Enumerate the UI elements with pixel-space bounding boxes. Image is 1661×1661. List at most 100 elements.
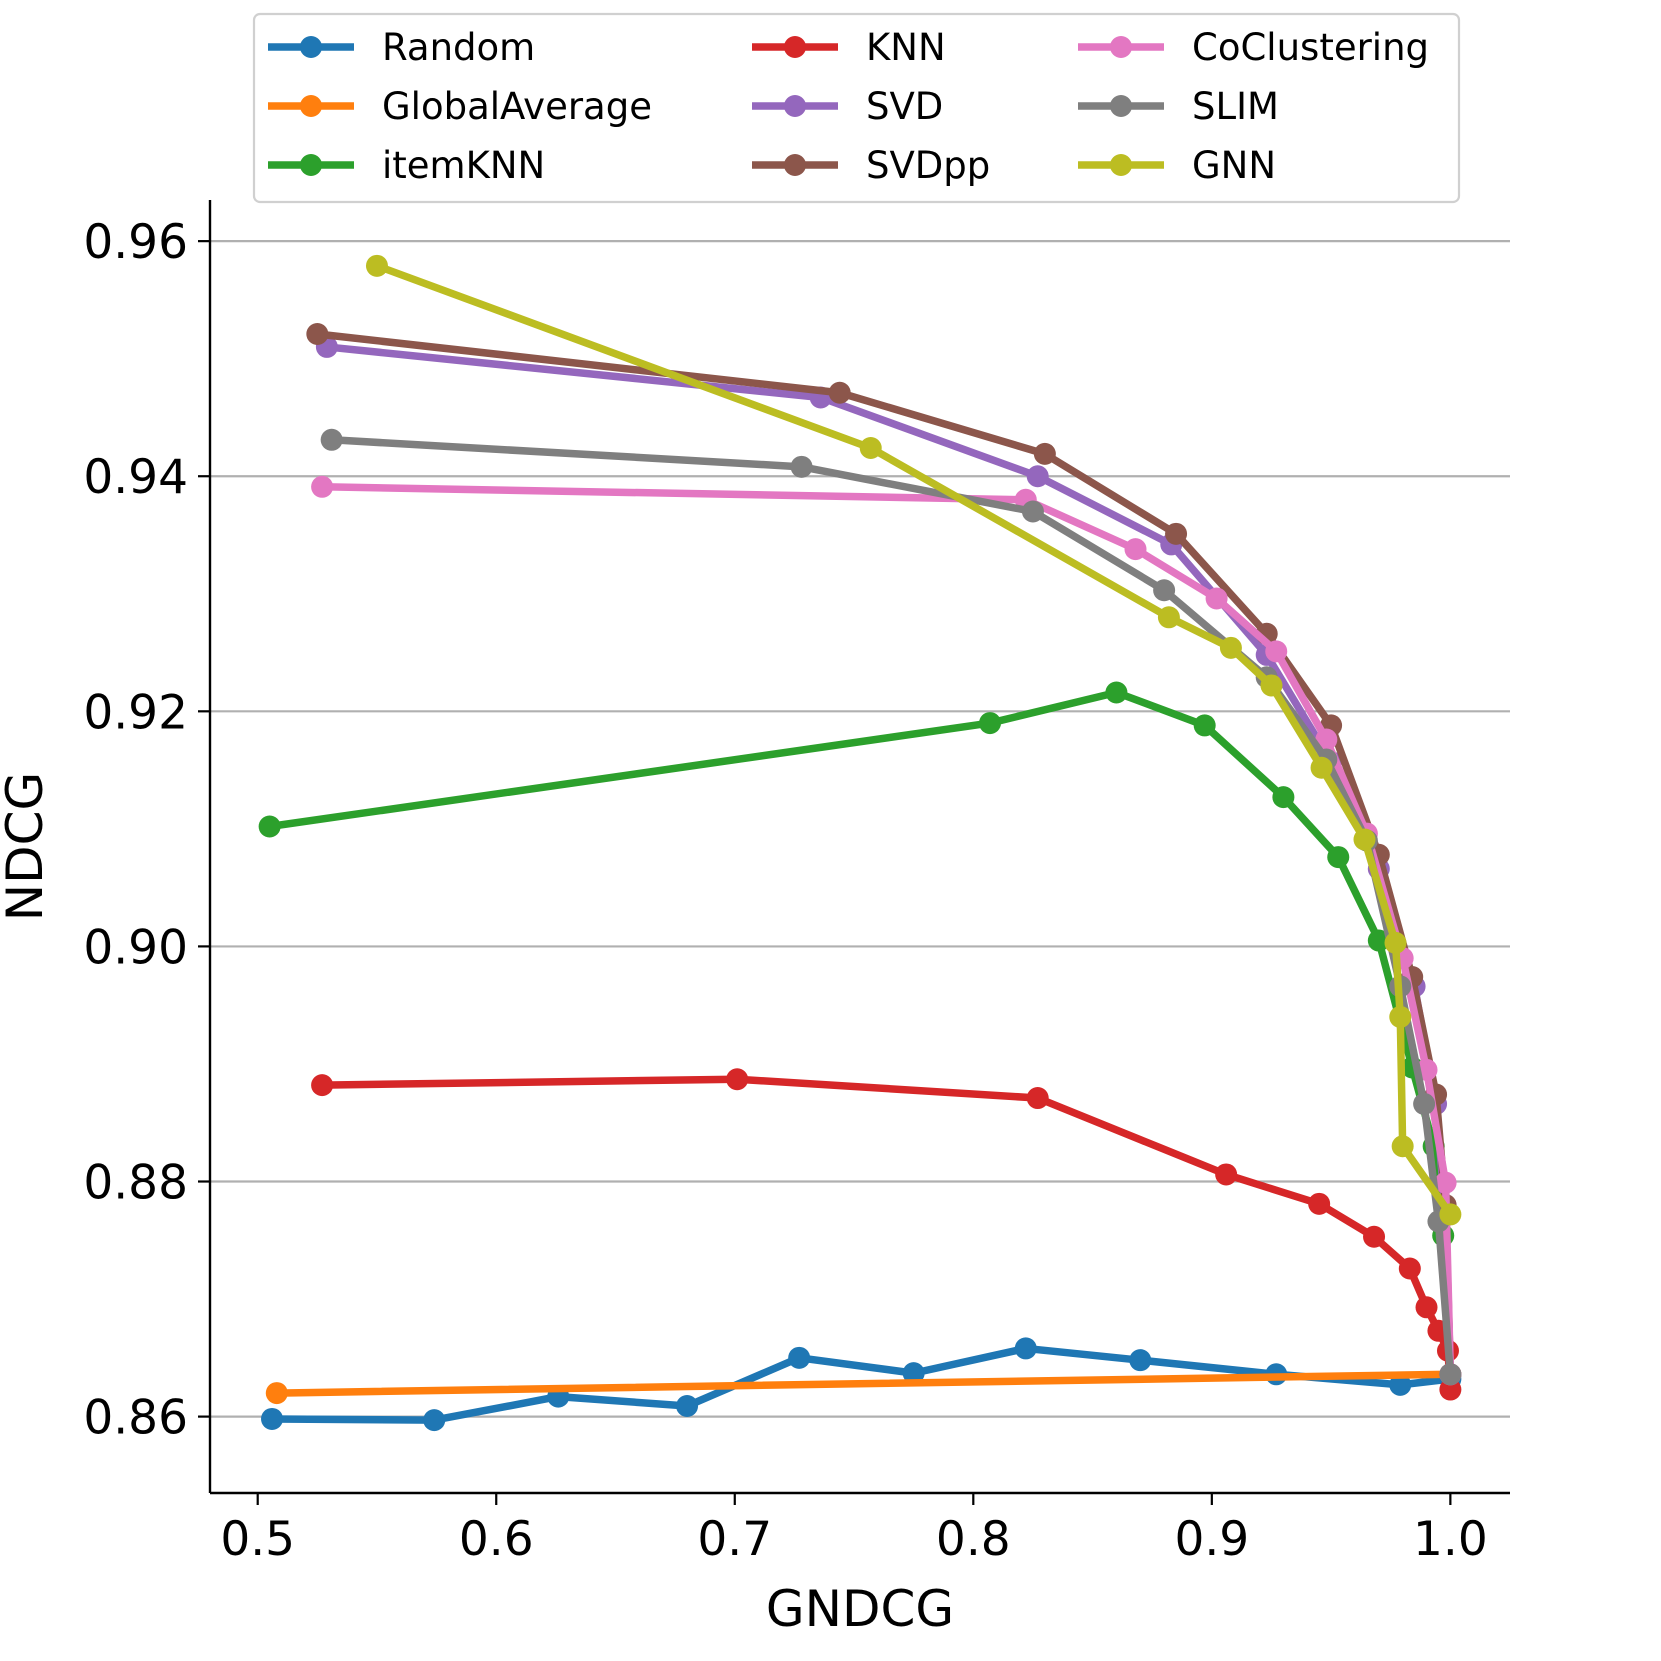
data-point-gnn: [1439, 1203, 1462, 1226]
series-line-svd: [323, 343, 1455, 1379]
legend-label: SVDpp: [866, 144, 990, 187]
legend-marker: [1110, 154, 1132, 176]
data-point-knn: [1308, 1192, 1331, 1215]
x-tick-label: 0.8: [936, 1512, 1011, 1567]
data-point-itemknn: [1105, 681, 1128, 704]
x-tick-label: 0.5: [220, 1512, 295, 1567]
legend-label: Random: [382, 26, 535, 69]
data-point-random: [902, 1362, 925, 1385]
data-point-knn: [1398, 1257, 1421, 1280]
legend-label: SVD: [866, 85, 943, 128]
x-axis-label: GNDCG: [766, 1580, 954, 1638]
data-point-gnn: [859, 437, 882, 460]
data-point-itemknn: [1272, 786, 1295, 809]
data-point-slim: [1439, 1363, 1462, 1386]
data-point-coclustering: [1434, 1171, 1457, 1194]
data-point-random: [788, 1346, 811, 1369]
data-point-knn: [726, 1068, 749, 1091]
data-point-gnn: [1353, 828, 1376, 851]
data-point-gnn: [1157, 606, 1180, 629]
legend-marker: [1110, 36, 1132, 58]
axes: 0.86 0.88 0.90 0.92 0.94 0.96 0.5 0.6 0.7 0.8 0.9 1…: [83, 200, 1510, 1567]
data-point-random: [423, 1409, 446, 1432]
data-point-svdpp: [828, 381, 851, 404]
legend-item-coclustering: CoClustering: [1078, 26, 1429, 69]
legend-label: GNN: [1192, 144, 1276, 187]
legend-item-itemknn: itemKNN: [268, 144, 545, 187]
data-point-random: [1389, 1373, 1412, 1396]
data-point-slim: [1413, 1092, 1436, 1115]
data-point-coclustering: [1124, 538, 1147, 561]
legend: Random GlobalAverage itemKNN KNN SVD SVDpp CoC…: [252, 12, 1461, 204]
series-line-coclustering: [318, 483, 1455, 1379]
data-point-itemknn: [258, 815, 281, 838]
legend-marker: [300, 95, 322, 117]
data-point-slim: [1153, 579, 1176, 602]
legend-marker: [784, 95, 806, 117]
series-coclustering: [311, 475, 1462, 1386]
x-tick-label: 0.7: [697, 1512, 772, 1567]
series-line-slim: [327, 436, 1455, 1379]
series-knn: [311, 1068, 1462, 1401]
data-point-gnn: [1310, 756, 1333, 779]
data-point-itemknn: [1193, 714, 1216, 737]
legend-marker: [300, 154, 322, 176]
data-point-gnn: [1389, 1005, 1412, 1028]
data-point-random: [261, 1407, 284, 1430]
series-lines: [258, 254, 1462, 1432]
data-point-svdpp: [1033, 442, 1056, 465]
legend-item-globalaverage: GlobalAverage: [268, 85, 652, 128]
y-tick-label: 0.96: [83, 215, 188, 270]
legend-item-slim: SLIM: [1078, 85, 1279, 128]
series-slim: [320, 428, 1462, 1386]
series-itemknn: [258, 681, 1462, 1386]
x-tick-label: 0.6: [459, 1512, 534, 1567]
legend-label: itemKNN: [382, 144, 545, 187]
data-point-random: [676, 1395, 699, 1418]
legend-marker: [784, 36, 806, 58]
legend-marker: [300, 36, 322, 58]
series-line-knn: [318, 1075, 1455, 1394]
data-point-itemknn: [1367, 929, 1390, 952]
data-point-knn: [1363, 1225, 1386, 1248]
x-tick-label: 1.0: [1413, 1512, 1488, 1567]
legend-marker: [1110, 95, 1132, 117]
data-point-svdpp: [306, 323, 329, 346]
legend-label: GlobalAverage: [382, 85, 652, 128]
series-line-globalaverage: [273, 1370, 1455, 1397]
data-point-knn: [1215, 1163, 1238, 1186]
y-tick-label: 0.90: [83, 920, 188, 975]
legend-item-svd: SVD: [752, 85, 943, 128]
y-axis-label: NDCG: [0, 772, 54, 922]
data-point-random: [1129, 1349, 1152, 1372]
data-point-gnn: [1391, 1135, 1414, 1158]
data-point-knn: [1415, 1296, 1438, 1319]
data-point-itemknn: [1327, 846, 1350, 869]
data-point-gnn: [365, 254, 388, 277]
data-point-globalaverage: [265, 1382, 288, 1405]
data-point-coclustering: [1315, 728, 1338, 751]
data-point-coclustering: [311, 475, 334, 498]
data-point-knn: [1026, 1087, 1049, 1110]
data-point-knn: [311, 1074, 334, 1097]
data-point-knn: [1439, 1378, 1462, 1401]
data-point-random: [1014, 1337, 1037, 1360]
y-tick-label: 0.94: [83, 450, 188, 505]
y-tick-label: 0.88: [83, 1156, 188, 1211]
y-tick-label: 0.86: [83, 1391, 188, 1446]
legend-item-random: Random: [268, 26, 535, 69]
legend-marker: [784, 154, 806, 176]
data-point-svdpp: [1165, 522, 1188, 545]
data-point-coclustering: [1265, 640, 1288, 663]
legend-label: SLIM: [1192, 85, 1279, 128]
data-point-slim: [1021, 500, 1044, 523]
y-tick-label: 0.92: [83, 685, 188, 740]
data-point-gnn: [1219, 636, 1242, 659]
data-point-gnn: [1260, 674, 1283, 697]
series-gnn: [365, 254, 1462, 1226]
x-tick-label: 0.9: [1174, 1512, 1249, 1567]
legend-item-gnn: GNN: [1078, 144, 1276, 187]
legend-box: [252, 12, 1461, 204]
data-point-coclustering: [1205, 587, 1228, 610]
